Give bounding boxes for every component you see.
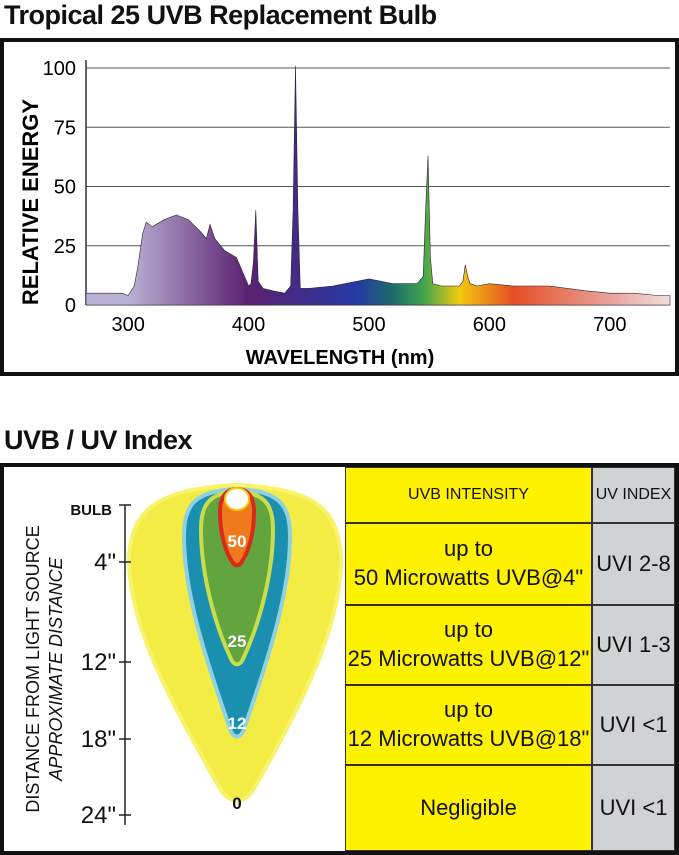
uv-index-value: UVI <1 [599,795,668,820]
spectrum-chart-title: Tropical 25 UVB Replacement Bulb [4,0,437,30]
uv-index-panel: 50 25 12 0 BULB 4" 12" 18" 24" DISTANCE … [0,463,679,855]
x-axis-label: WAVELENGTH (nm) [246,347,435,369]
intensity-line2: 50 Microwatts UVB@4" [353,565,584,590]
distance-label-18: 18" [81,726,116,753]
y-tick-label: 25 [54,236,76,258]
uv-index-value: UVI 1-3 [596,632,671,657]
table-row-intensity: up to 12 Microwatts UVB@18" [345,685,592,765]
zone-12-label: 12 [228,714,247,733]
x-tick-label: 500 [352,314,385,336]
x-tick-label: 300 [111,314,144,336]
uv-index-value: UVI <1 [599,712,668,737]
distance-axis-title: DISTANCE FROM LIGHT SOURCE [23,525,43,812]
table-row-index: UVI <1 [592,765,675,851]
x-tick-label: 600 [473,314,506,336]
uvb-intensity-header: UVB INTENSITY [345,467,592,523]
zone-0-label: 0 [232,794,241,813]
zone-50-label: 50 [228,532,247,551]
table-row-index: UVI 2-8 [592,523,675,605]
distance-label-12: 12" [81,649,116,676]
intensity-line2: 12 Microwatts UVB@18" [347,726,590,751]
y-tick-label: 0 [65,295,76,317]
table-row-intensity: up to 25 Microwatts UVB@12" [345,605,592,685]
intensity-line2: 25 Microwatts UVB@12" [347,646,590,671]
uv-index-value: UVI 2-8 [596,551,671,576]
x-tick-label: 700 [593,314,626,336]
x-tick-label: 400 [232,314,265,336]
table-row-intensity: Negligible [345,765,592,851]
uv-index-title: UVB / UV Index [4,425,193,455]
distance-label-4: 4" [94,549,116,576]
zone-25-label: 25 [228,632,247,651]
uv-zone-diagram: 50 25 12 0 BULB 4" 12" 18" 24" DISTANCE … [23,482,344,829]
uv-index-header: UV INDEX [592,467,675,523]
intensity-line1: up to [444,617,493,643]
bulb-label: BULB [70,502,112,519]
table-row-intensity: up to 50 Microwatts UVB@4" [345,523,592,605]
distance-label-24: 24" [81,802,116,829]
y-tick-label: 75 [54,117,76,139]
approximate-distance-subtitle: APPROXIMATE DISTANCE [46,556,66,781]
y-tick-label: 100 [43,58,76,80]
table-row-index: UVI 1-3 [592,605,675,685]
intensity-line1: Negligible [420,795,517,820]
uv-index-header-text: UV INDEX [595,486,672,503]
y-tick-label: 50 [54,177,76,199]
zone-25-area [198,488,276,667]
uvb-intensity-header-text: UVB INTENSITY [408,486,529,503]
y-axis-label: RELATIVE ENERGY [18,99,43,306]
bulb-icon [224,487,250,511]
table-row-index: UVI <1 [592,685,675,765]
intensity-line1: up to [444,697,493,723]
spectrum-area [85,65,671,306]
spectrum-chart-frame: 0 25 50 75 100 300 400 500 600 700 RELATIVE ENERG… [0,38,679,376]
intensity-line1: up to [444,536,493,562]
spectrum-chart: 0 25 50 75 100 300 400 500 600 700 RELATIVE ENERG… [18,58,671,369]
